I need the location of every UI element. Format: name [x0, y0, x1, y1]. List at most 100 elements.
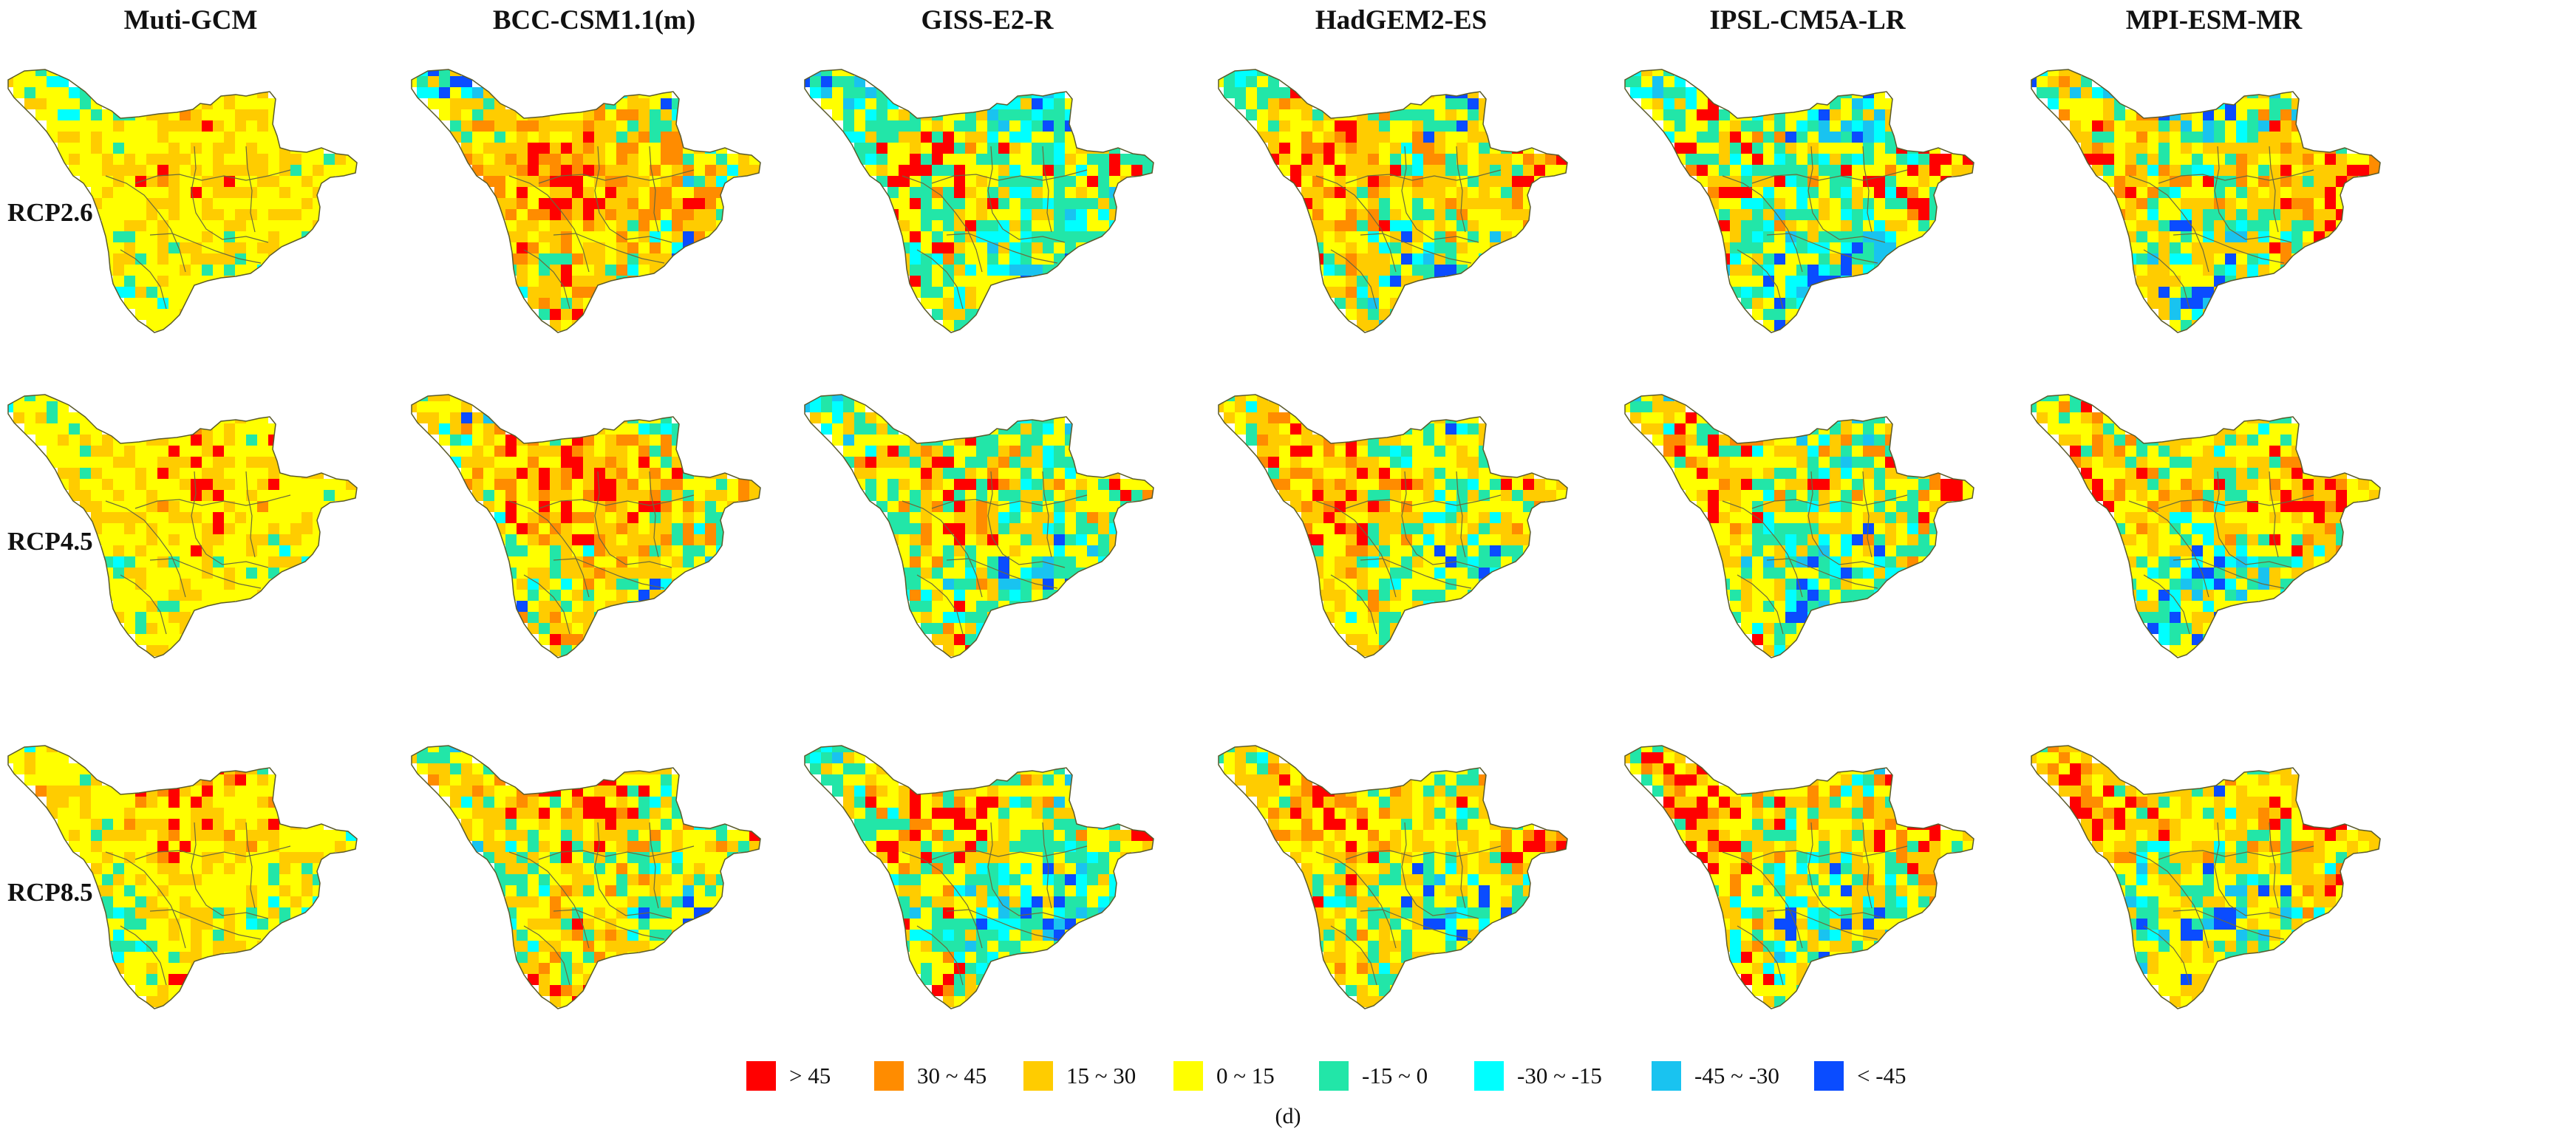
grid-cell	[605, 534, 616, 545]
grid-cell	[1098, 523, 1109, 534]
grid-cell	[1390, 446, 1401, 457]
grid-cell	[1445, 468, 1456, 479]
grid-cell	[1741, 176, 1752, 187]
grid-cell	[1434, 501, 1445, 512]
grid-cell	[246, 253, 257, 265]
grid-cell	[47, 763, 58, 774]
grid-cell	[235, 187, 246, 198]
grid-cell	[1065, 774, 1076, 786]
grid-cell	[1020, 545, 1032, 556]
grid-cell	[572, 874, 583, 885]
grid-cell	[1312, 446, 1323, 457]
basin-outline	[804, 394, 1154, 658]
grid-cell	[672, 863, 683, 874]
grid-cell	[1020, 143, 1032, 154]
grid-cell	[1379, 645, 1390, 656]
grid-cell	[58, 423, 69, 435]
grid-cell	[1490, 479, 1501, 490]
grid-cell	[976, 242, 987, 253]
grid-cell	[1468, 545, 1479, 556]
grid-cell	[539, 985, 550, 996]
grid-cell	[1346, 220, 1357, 231]
grid-cell	[954, 253, 965, 265]
grid-cell	[854, 763, 865, 774]
grid-cell	[1323, 896, 1335, 907]
grid-cell	[1357, 930, 1368, 941]
grid-cell	[705, 863, 716, 874]
grid-cell	[1512, 830, 1523, 841]
grid-cell	[572, 265, 583, 276]
grid-cell	[1312, 545, 1323, 556]
grid-cell	[1390, 457, 1401, 468]
grid-cell	[517, 109, 528, 120]
grid-cell	[213, 830, 224, 841]
grid-cell	[1390, 187, 1401, 198]
grid-cell	[472, 763, 483, 774]
grid-cell	[943, 830, 954, 841]
grid-cell	[257, 423, 268, 435]
grid-cell	[157, 907, 168, 919]
grid-cell	[843, 98, 854, 109]
grid-cell	[1841, 154, 1852, 165]
grid-cell	[450, 446, 461, 457]
grid-cell	[1323, 120, 1335, 132]
grid-cell	[1512, 198, 1523, 209]
grid-cell	[594, 231, 605, 242]
grid-cell	[987, 841, 998, 852]
grid-cell	[246, 412, 257, 423]
grid-cell	[1009, 863, 1020, 874]
grid-cell	[1257, 120, 1268, 132]
grid-cell	[1323, 446, 1335, 457]
grid-cell	[124, 841, 135, 852]
grid-cell	[1434, 512, 1445, 523]
grid-cell	[1009, 797, 1020, 808]
grid-cell	[616, 930, 627, 941]
grid-cell	[810, 87, 821, 98]
grid-cell	[1054, 797, 1065, 808]
grid-cell	[1434, 98, 1445, 109]
grid-cell	[539, 952, 550, 963]
grid-cell	[124, 612, 135, 623]
basin-outline	[7, 745, 358, 1009]
grid-cell	[572, 287, 583, 298]
grid-cell	[987, 885, 998, 896]
grid-cell	[1512, 896, 1523, 907]
grid-cell	[899, 885, 910, 896]
grid-cell	[1368, 209, 1379, 220]
grid-cell	[1368, 309, 1379, 320]
grid-cell	[246, 797, 257, 808]
grid-cell	[943, 863, 954, 874]
grid-cell	[932, 457, 943, 468]
grid-cell	[616, 435, 627, 446]
grid-cell	[1312, 874, 1323, 885]
grid-cell	[1290, 808, 1301, 819]
grid-cell	[246, 423, 257, 435]
grid-cell	[35, 76, 47, 87]
grid-cell	[627, 87, 638, 98]
grid-cell	[550, 446, 561, 457]
grid-cell	[80, 786, 91, 797]
grid-cell	[1456, 885, 1468, 896]
grid-cell	[1730, 120, 1741, 132]
grid-cell	[528, 276, 539, 287]
grid-cell	[865, 435, 876, 446]
grid-cell	[494, 863, 505, 874]
grid-cell	[1323, 276, 1335, 287]
province-boundary	[946, 233, 1058, 264]
grid-cell	[279, 479, 290, 490]
grid-cell	[1390, 601, 1401, 612]
grid-cell	[1445, 797, 1456, 808]
grid-cell	[1468, 830, 1479, 841]
grid-cell	[1763, 209, 1774, 220]
grid-cell	[124, 276, 135, 287]
grid-cell	[1390, 863, 1401, 874]
grid-cell	[694, 501, 705, 512]
grid-cell	[1357, 154, 1368, 165]
grid-cell	[672, 98, 683, 109]
grid-cell	[550, 120, 561, 132]
grid-cell	[494, 109, 505, 120]
grid-cells	[805, 69, 1154, 331]
grid-cell	[224, 198, 235, 209]
grid-cell	[1054, 435, 1065, 446]
grid-cell	[213, 808, 224, 819]
